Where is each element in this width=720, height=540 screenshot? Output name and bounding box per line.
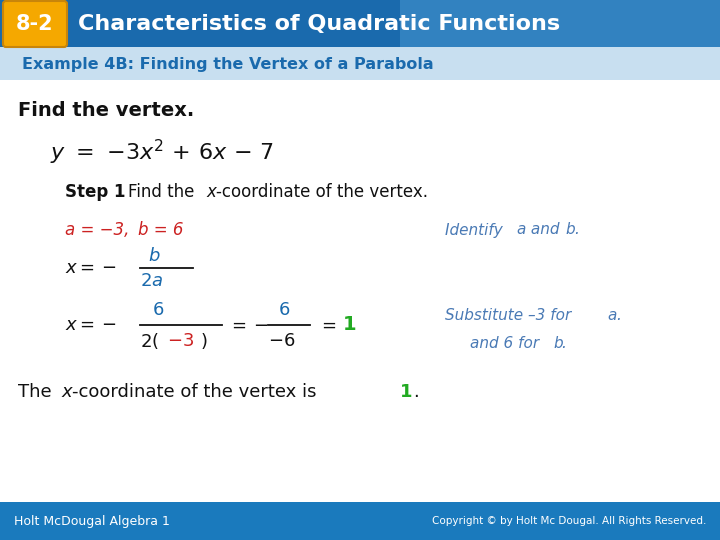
Text: $x = -$: $x = -$ — [65, 316, 117, 334]
Text: b: b — [565, 222, 575, 238]
Text: and 6 for: and 6 for — [470, 335, 544, 350]
Text: b: b — [553, 335, 562, 350]
Text: Example 4B: Finding the Vertex of a Parabola: Example 4B: Finding the Vertex of a Para… — [22, 57, 433, 71]
Text: b = 6: b = 6 — [138, 221, 184, 239]
Text: x: x — [61, 383, 71, 401]
Text: Step 1: Step 1 — [65, 183, 125, 201]
Bar — [400, 0, 720, 47]
Bar — [0, 502, 720, 540]
Text: $b$: $b$ — [148, 247, 161, 265]
Text: .: . — [561, 335, 566, 350]
Text: 8-2: 8-2 — [16, 14, 54, 34]
Text: .: . — [413, 383, 419, 401]
Text: $6$: $6$ — [278, 301, 290, 319]
Text: .: . — [574, 222, 579, 238]
Text: $\mathbf{1}$: $\mathbf{1}$ — [342, 315, 356, 334]
Bar — [0, 0, 720, 47]
Text: and: and — [526, 222, 564, 238]
Text: $\mathit{y}$ $=$ $-3\mathit{x}^2$ $+$ $6\mathit{x}$ $-$ $7$: $\mathit{y}$ $=$ $-3\mathit{x}^2$ $+$ $6… — [50, 137, 274, 167]
FancyBboxPatch shape — [3, 1, 67, 47]
Text: x: x — [206, 183, 216, 201]
Text: $= -$: $= -$ — [228, 316, 269, 334]
Text: .: . — [616, 307, 621, 322]
Text: $2($: $2($ — [140, 331, 159, 351]
Text: Copyright © by Holt Mc Dougal. All Rights Reserved.: Copyright © by Holt Mc Dougal. All Right… — [431, 516, 706, 526]
Text: Characteristics of Quadratic Functions: Characteristics of Quadratic Functions — [78, 14, 560, 34]
Text: $2a$: $2a$ — [140, 272, 163, 290]
Text: Substitute –3 for: Substitute –3 for — [445, 307, 576, 322]
Text: 1: 1 — [400, 383, 413, 401]
Text: Find the vertex.: Find the vertex. — [18, 100, 194, 119]
Text: a = −3,: a = −3, — [65, 221, 130, 239]
Text: $6$: $6$ — [152, 301, 164, 319]
Text: -coordinate of the vertex.: -coordinate of the vertex. — [216, 183, 428, 201]
Text: a: a — [516, 222, 526, 238]
Text: The: The — [18, 383, 58, 401]
Text: Find the: Find the — [128, 183, 199, 201]
Text: $)$: $)$ — [200, 331, 207, 351]
Text: $x = -$: $x = -$ — [65, 259, 117, 277]
Text: $= $: $= $ — [318, 316, 337, 334]
Text: -coordinate of the vertex is: -coordinate of the vertex is — [72, 383, 323, 401]
Text: Identify: Identify — [445, 222, 508, 238]
Text: a: a — [607, 307, 616, 322]
Bar — [0, 47, 720, 80]
Text: Holt McDougal Algebra 1: Holt McDougal Algebra 1 — [14, 515, 170, 528]
Text: $-6$: $-6$ — [268, 332, 295, 350]
Text: $-3$: $-3$ — [167, 332, 194, 350]
